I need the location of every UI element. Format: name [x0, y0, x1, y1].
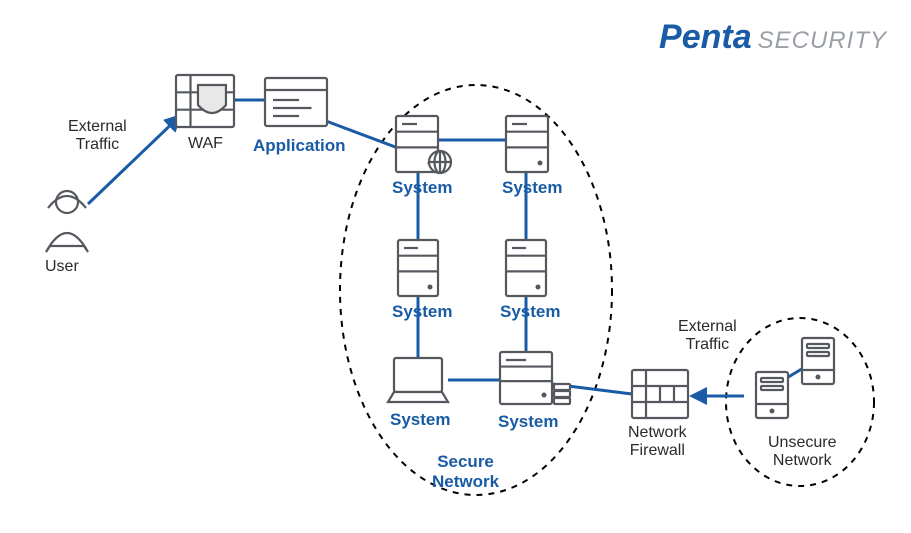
- sys1-icon: [396, 116, 451, 173]
- sys5-icon: [388, 358, 448, 402]
- sys3-icon: [398, 240, 438, 296]
- user-icon: [46, 191, 88, 252]
- waf-icon: [176, 75, 234, 127]
- sys3-label: System: [392, 302, 452, 322]
- user-label: User: [45, 258, 79, 276]
- app-icon: [265, 78, 327, 126]
- unsec1-icon: [756, 372, 788, 418]
- sys4-label: System: [500, 302, 560, 322]
- zone-ellipse: [340, 85, 612, 495]
- sys6-label: System: [498, 412, 558, 432]
- sys1-label: System: [392, 178, 452, 198]
- brand-main: Penta: [659, 18, 752, 56]
- ext1-label: External Traffic: [68, 118, 127, 155]
- sys5-label: System: [390, 410, 450, 430]
- app-label: Application: [253, 136, 346, 156]
- brand-logo: PentaSECURITY: [659, 18, 887, 57]
- brand-sub: SECURITY: [758, 27, 887, 54]
- sys2-icon: [506, 116, 548, 172]
- sys6-icon: [500, 352, 570, 404]
- netfw-label: Network Firewall: [628, 424, 687, 461]
- unsec2-icon: [802, 338, 834, 384]
- unsecnet-label: Unsecure Network: [768, 434, 836, 471]
- secnet-label: Secure Network: [432, 452, 499, 491]
- sys2-label: System: [502, 178, 562, 198]
- sys4-icon: [506, 240, 546, 296]
- netfw-icon: [632, 370, 688, 418]
- ext2-label: External Traffic: [678, 318, 737, 355]
- waf-label: WAF: [188, 135, 223, 153]
